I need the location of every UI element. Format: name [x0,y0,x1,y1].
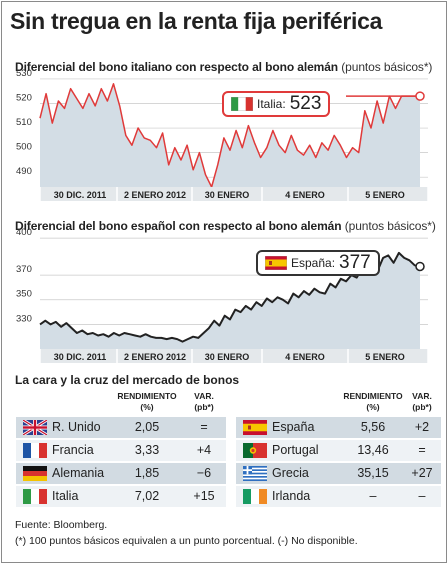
y-tick-label: 350 [16,289,32,300]
var-value: +4 [196,443,212,457]
country-name: España [272,420,315,434]
x-tick-label: 5 ENERO [365,190,405,200]
right-yield-unit: (%) [366,402,380,412]
table-row-germany: Alemania 1,85 −6 [16,463,226,484]
spain-spread-chart: 400 370 350 330 30 DIC. 2011 2 ENERO 2012 30 E… [16,227,429,363]
country-name: Italia [52,489,79,503]
germany-flag-icon [23,466,47,481]
italy-subtitle-bold: Diferencial del bono italiano con respec… [15,60,339,74]
table-row-italy: Italia 7,02 +15 [16,486,226,507]
greece-flag-icon [243,466,267,481]
portugal-flag-icon [243,443,267,458]
spain-flag-icon [265,256,287,270]
spain-subtitle-light: (puntos básicos*) [344,219,436,233]
italy-flag-icon [23,489,47,504]
y-tick-label: 330 [16,313,32,324]
var-value: +2 [414,420,430,434]
yield-value: 7,02 [134,489,160,503]
france-flag-icon [23,443,47,458]
spain-chart-subtitle: Diferencial del bono español con respect… [15,219,436,233]
y-tick-label: 530 [16,68,32,79]
x-tick-label: 5 ENERO [365,352,405,362]
var-value: +27 [411,466,433,480]
x-tick-label: 30 DIC. 2011 [54,190,107,200]
country-name: Portugal [272,443,319,457]
left-col-var-header: VAR. (pb*) [182,391,226,413]
country-name: Francia [52,443,94,457]
italy-flag-icon [231,97,253,111]
right-col-yield-header: RENDIMIENTO (%) [338,391,408,413]
country-name: Irlanda [272,489,311,503]
spain-callout-value: 377 [339,252,371,273]
table-row-greece: Grecia 35,15 +27 [236,463,441,484]
left-yield-unit: (%) [140,402,154,412]
series-area [40,252,420,349]
spain-flag-icon [243,420,267,435]
footnote: (*) 100 puntos básicos equivalen a un pu… [15,535,358,547]
table-row-spain: España 5,56 +2 [236,417,441,438]
x-tick-label: 2 ENERO 2012 [124,352,186,362]
yield-value: 3,33 [134,443,160,457]
table-row-portugal: Portugal 13,46 = [236,440,441,461]
italy-chart-subtitle: Diferencial del bono italiano con respec… [15,60,432,74]
y-tick-label: 400 [16,227,32,238]
yield-value: – [369,489,377,503]
italy-callout: Italia: 523 [222,91,331,117]
series-line [39,83,420,188]
spain-callout-country: España: [291,256,336,270]
var-value: = [418,443,426,457]
var-value: −6 [196,466,212,480]
x-tick-label: 2 ENERO 2012 [124,190,186,200]
table-row-france: Francia 3,33 +4 [16,440,226,461]
table-row-ireland: Irlanda – – [236,486,441,507]
yield-value: 35,15 [357,466,389,480]
table-heading: La cara y la cruz del mercado de bonos [15,373,240,387]
italy-callout-value: 523 [289,93,322,114]
y-tick-label: 370 [16,264,32,275]
spain-callout: España: 377 [256,250,380,276]
uk-flag-icon [23,420,47,435]
left-var-label: VAR. [194,391,214,401]
ireland-flag-icon [243,489,267,504]
last-value-marker [415,91,425,101]
spain-subtitle-bold: Diferencial del bono español con respect… [15,219,342,233]
x-tick-label: 4 ENERO [285,352,325,362]
series-line [39,251,421,343]
y-tick-label: 500 [16,142,32,153]
left-yield-label: RENDIMIENTO [117,391,177,401]
left-var-unit: (pb*) [194,402,214,412]
left-col-yield-header: RENDIMIENTO (%) [112,391,182,413]
x-axis-band [40,349,428,363]
right-col-var-header: VAR. (pb*) [403,391,441,413]
yield-value: 2,05 [134,420,160,434]
y-tick-label: 510 [16,117,32,128]
var-value: +15 [193,489,215,503]
right-var-label: VAR. [412,391,432,401]
x-tick-label: 30 ENERO [205,190,250,200]
italy-callout-country: Italia: [257,97,286,111]
var-value: – [418,489,426,503]
source-note: Fuente: Bloomberg. [15,519,108,531]
right-yield-label: RENDIMIENTO [343,391,403,401]
italy-subtitle-light: (puntos básicos*) [341,60,433,74]
x-tick-label: 4 ENERO [285,190,325,200]
y-tick-label: 520 [16,92,32,103]
series-area [40,83,420,187]
yield-value: 13,46 [357,443,389,457]
right-var-unit: (pb*) [412,402,432,412]
x-tick-label: 30 DIC. 2011 [54,352,107,362]
country-name: Alemania [52,466,105,480]
x-axis-band [40,187,428,201]
country-name: R. Unido [52,420,101,434]
y-tick-label: 490 [16,166,32,177]
table-row-uk: R. Unido 2,05 = [16,417,226,438]
last-value-marker [415,261,425,272]
italy-spread-chart: 530 520 510 500 490 30 DIC. 2011 2 ENERO 2012 3… [16,68,429,201]
country-name: Grecia [272,466,309,480]
yield-value: 5,56 [360,420,386,434]
var-value: = [200,420,208,434]
yield-value: 1,85 [134,466,160,480]
x-tick-label: 30 ENERO [205,352,250,362]
page-title: Sin tregua en la renta fija periférica [10,8,383,34]
